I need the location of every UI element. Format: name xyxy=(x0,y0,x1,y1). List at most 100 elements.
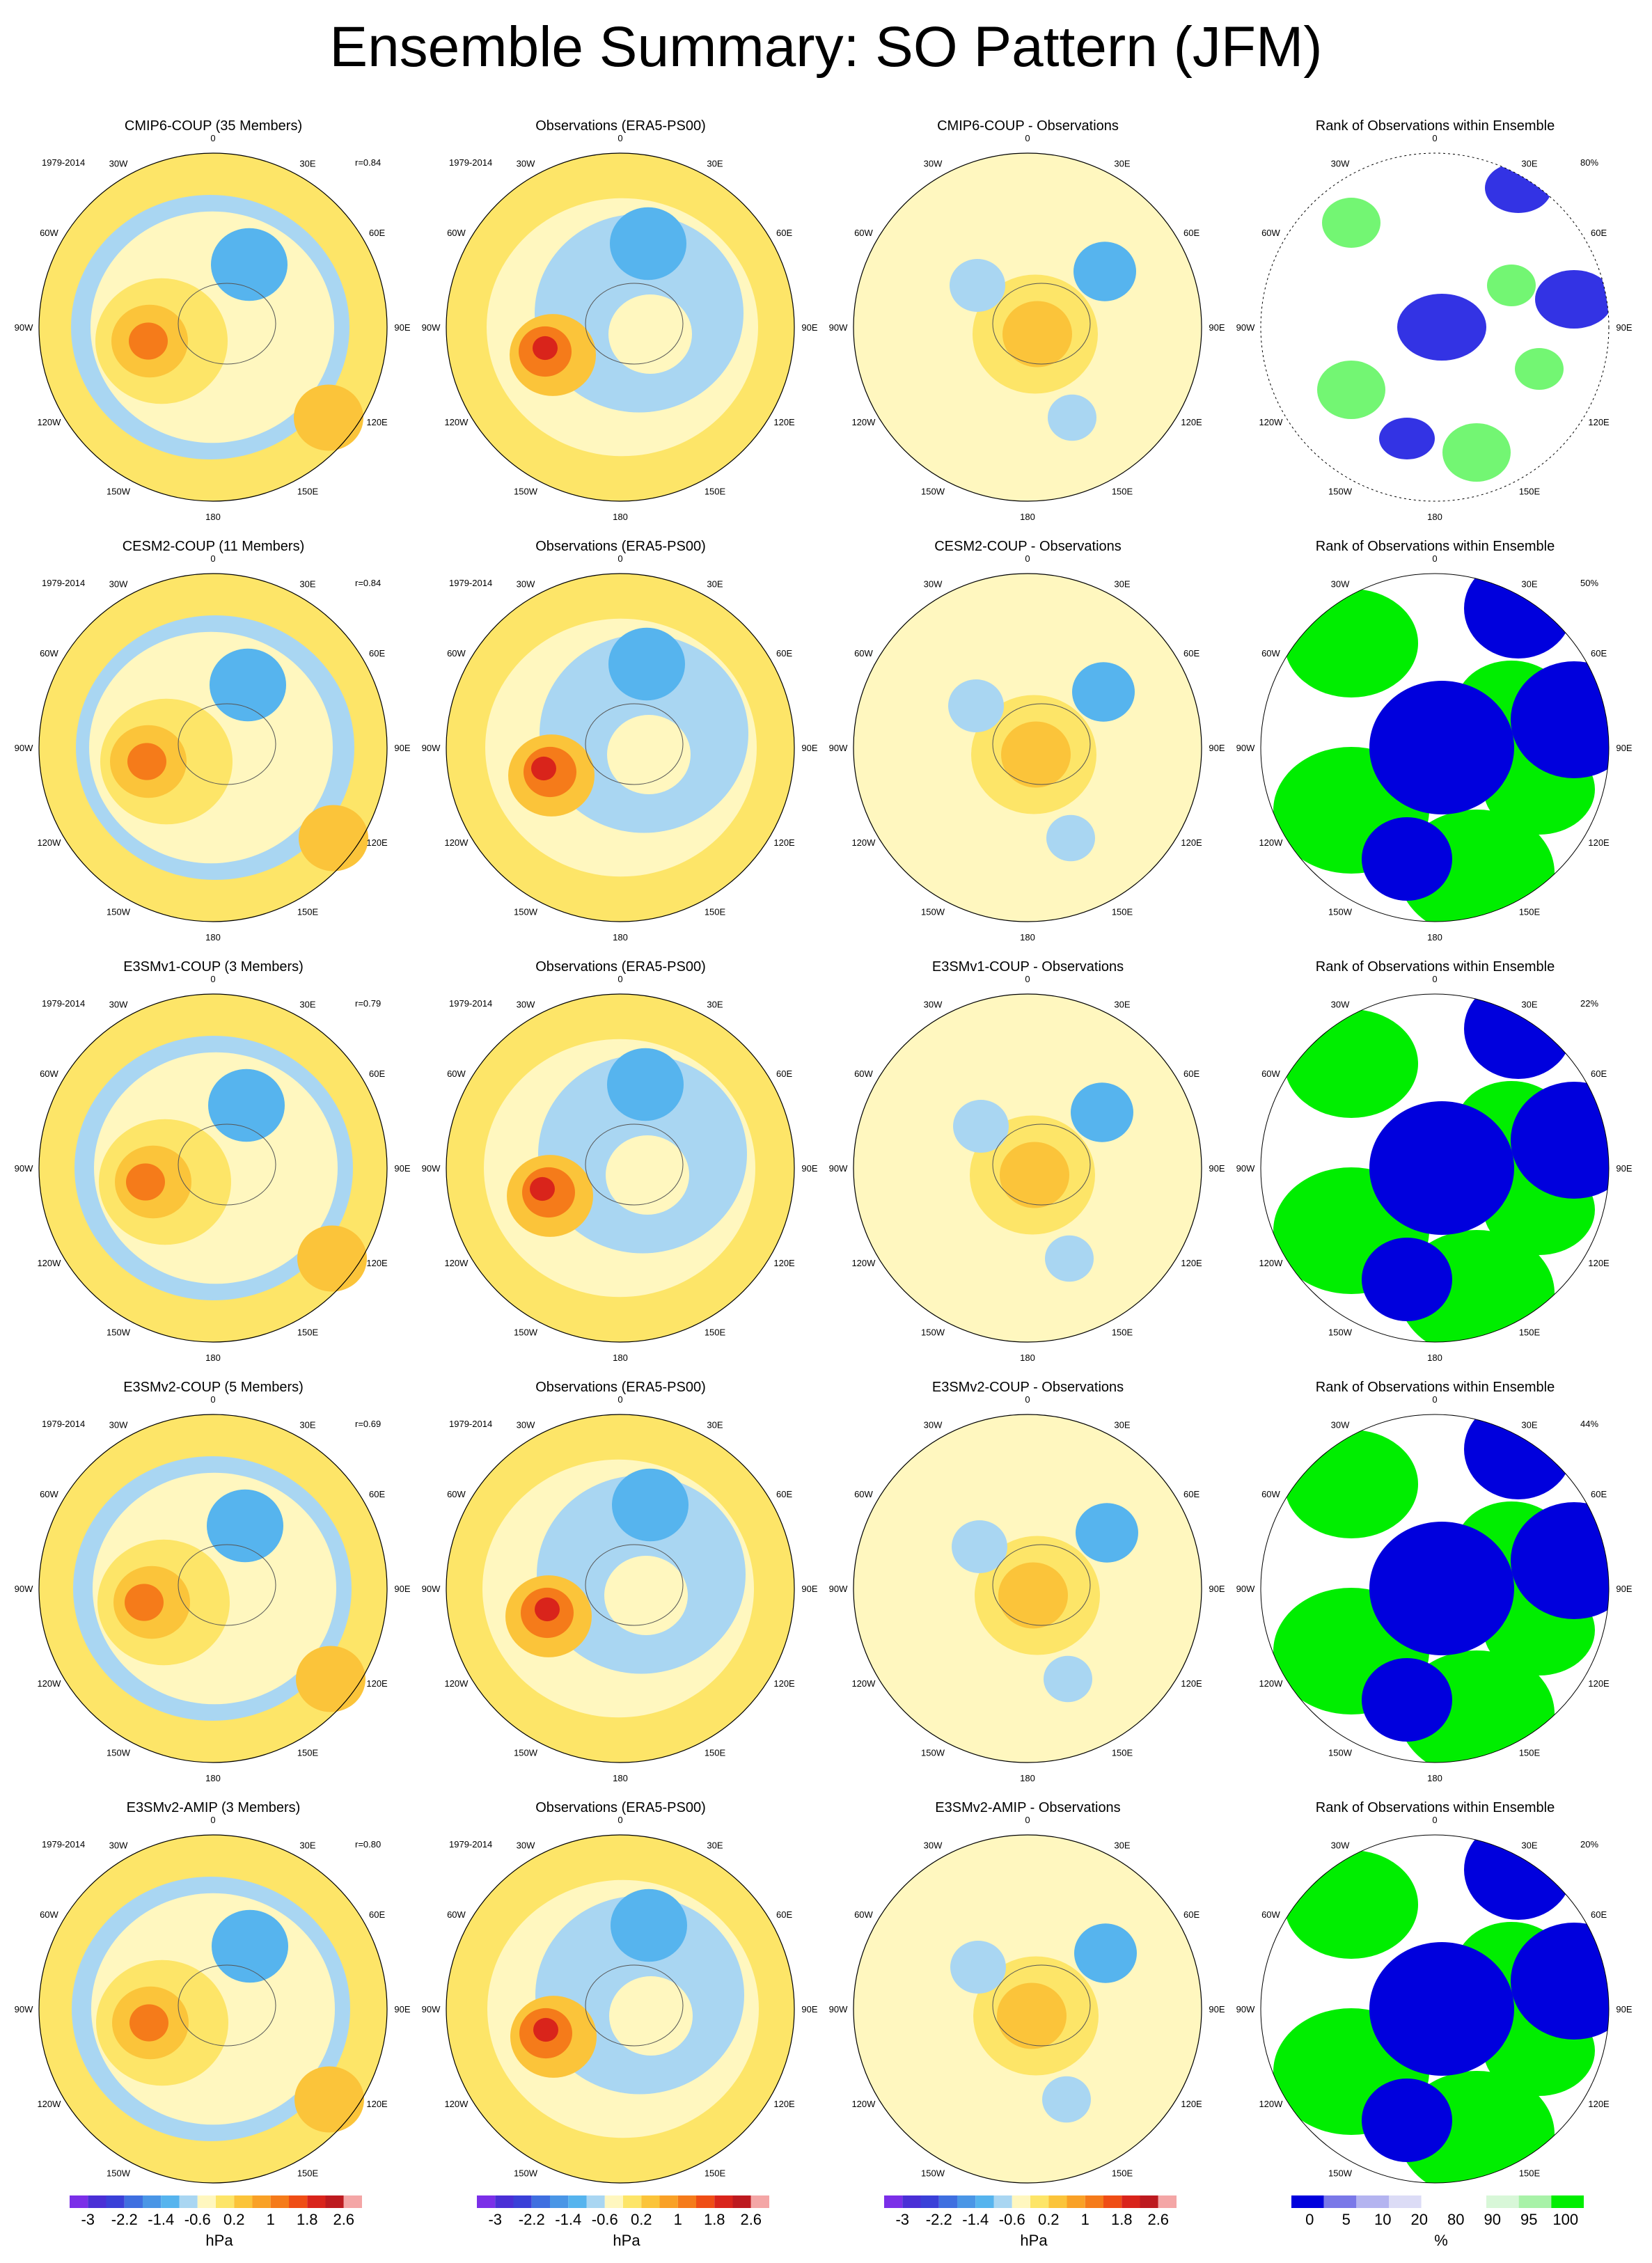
longitude-label: 60W xyxy=(40,1069,58,1079)
panel-model: E3SMv2-AMIP (3 Members) 0 30E 60E 90E 120E 150… xyxy=(7,1682,420,2204)
map-svg: 0 30E 60E 90E 120E 150E 180 150W 120W 90W 60W 30W xyxy=(829,133,1225,522)
longitude-label: 60E xyxy=(1591,228,1607,238)
longitude-label: 120W xyxy=(444,1678,469,1689)
antarctica-coastline xyxy=(992,1123,1091,1206)
longitude-label: 150E xyxy=(1112,1748,1133,1758)
contour-region xyxy=(1074,1923,1137,1983)
colorbar-swatch xyxy=(696,2195,715,2208)
longitude-label: 0 xyxy=(1025,974,1030,984)
contour-region xyxy=(998,1562,1068,1629)
map-border xyxy=(446,152,795,502)
panel-title: Rank of Observations within Ensemble xyxy=(1315,1800,1555,1815)
colorbar-swatch xyxy=(1356,2195,1389,2208)
longitude-label: 150E xyxy=(1112,487,1133,497)
contour-region xyxy=(125,1584,164,1621)
longitude-label: 0 xyxy=(1025,1815,1030,1825)
rank-region-low xyxy=(1511,1082,1609,1199)
longitude-label: 30E xyxy=(1521,999,1537,1009)
longitude-label: 0 xyxy=(617,974,622,984)
longitude-label: 60E xyxy=(1591,1489,1607,1499)
longitude-label: 150W xyxy=(1328,907,1353,917)
longitude-label: 120W xyxy=(851,837,876,848)
longitude-label: 180 xyxy=(205,512,221,522)
longitude-label: 90E xyxy=(1209,1584,1225,1594)
longitude-label: 60W xyxy=(447,228,466,238)
colorbar-tick-label: -2.2 xyxy=(926,2211,952,2228)
longitude-label: 60W xyxy=(447,1069,466,1079)
longitude-label: 90E xyxy=(1616,1584,1632,1594)
antarctica-coastline xyxy=(992,1544,1091,1626)
colorbar-swatch xyxy=(1122,2195,1140,2208)
panel-title: Observations (ERA5-PS00) xyxy=(535,959,706,975)
longitude-label: 120E xyxy=(1181,1678,1202,1689)
longitude-label: 90E xyxy=(394,1163,410,1174)
longitude-label: 60E xyxy=(1183,1069,1199,1079)
panel-title: Rank of Observations within Ensemble xyxy=(1315,959,1555,975)
longitude-label: 150E xyxy=(705,2168,726,2179)
longitude-label: 180 xyxy=(1427,512,1442,522)
colorbar-tick-label: 0 xyxy=(1305,2211,1314,2228)
longitude-label: 30E xyxy=(299,158,315,168)
longitude-label: 30W xyxy=(1331,1840,1350,1850)
longitude-label: 90W xyxy=(422,2004,441,2014)
period-label: 1979-2014 xyxy=(449,157,492,168)
longitude-label: 180 xyxy=(205,932,221,943)
contour-region xyxy=(210,648,286,722)
colorbar-swatch xyxy=(993,2195,1012,2208)
panel-title: Rank of Observations within Ensemble xyxy=(1315,539,1555,554)
longitude-label: 120W xyxy=(851,2099,876,2109)
map-svg: 030E60E90E120E150E180150W120W90W60W30W20… xyxy=(1236,1815,1633,2204)
contour-region xyxy=(127,743,166,780)
longitude-label: 90E xyxy=(1209,322,1225,333)
longitude-label: 120E xyxy=(366,417,388,427)
longitude-label: 120W xyxy=(444,417,469,427)
colorbar-tick-label: 1 xyxy=(674,2211,682,2228)
rank-region-low xyxy=(1397,294,1486,361)
longitude-label: 150W xyxy=(1328,487,1353,497)
contour-region xyxy=(1002,301,1072,368)
longitude-label: 30W xyxy=(517,578,535,589)
longitude-label: 120E xyxy=(773,2099,795,2109)
panel-obs: Observations (ERA5-PS00) 0 30E 60E 90E 120E 15… xyxy=(414,841,827,1363)
longitude-label: 120E xyxy=(366,837,388,848)
longitude-label: 150E xyxy=(705,487,726,497)
map-border xyxy=(38,573,388,922)
map-border xyxy=(853,993,1202,1343)
longitude-label: 60E xyxy=(1183,228,1199,238)
longitude-label: 60E xyxy=(776,228,792,238)
colorbar-unit-label: hPa xyxy=(205,2232,233,2249)
map-border xyxy=(446,1834,795,2184)
colorbar-swatch xyxy=(161,2195,180,2208)
panel-title: Observations (ERA5-PS00) xyxy=(535,1380,706,1395)
rank-region-low xyxy=(1511,661,1609,778)
longitude-label: 120E xyxy=(773,837,795,848)
longitude-label: 120E xyxy=(773,1258,795,1268)
longitude-label: 0 xyxy=(1432,1815,1437,1825)
longitude-label: 150E xyxy=(705,907,726,917)
colorbar-swatch xyxy=(957,2195,976,2208)
panel-diff: E3SMv2-AMIP - Observations 0 30E 60E 90E 120E… xyxy=(821,1682,1234,2204)
rank-region-low xyxy=(1464,994,1573,1079)
colorbar-swatch xyxy=(234,2195,253,2208)
longitude-label: 30W xyxy=(1331,1419,1350,1430)
longitude-label: 60E xyxy=(776,648,792,659)
longitude-label: 30W xyxy=(1331,578,1350,589)
colorbar-swatch xyxy=(343,2195,362,2208)
contour-region xyxy=(207,1489,283,1563)
longitude-label: 120E xyxy=(1181,2099,1202,2109)
longitude-label: 60E xyxy=(369,228,385,238)
contour-region xyxy=(208,1069,285,1142)
map-svg: 0 30E 60E 90E 120E 150E 180 150W 120W 90W 60W 30W xyxy=(829,553,1225,943)
colorbar-swatch xyxy=(1551,2195,1584,2208)
period-label: 1979-2014 xyxy=(42,157,85,168)
map-border xyxy=(38,993,388,1343)
antarctica-coastline xyxy=(178,703,276,785)
longitude-label: 30E xyxy=(1114,578,1130,589)
longitude-label: 60W xyxy=(1261,1489,1280,1499)
rank-region-high xyxy=(1515,348,1564,390)
contour-region xyxy=(606,1135,689,1215)
hpa-colorbar-1: -3 -2.2 -1.4 -0.6 0.2 1 1.8 2.6 hPa xyxy=(59,2195,379,2258)
longitude-label: 120E xyxy=(773,417,795,427)
panel-title: Observations (ERA5-PS00) xyxy=(535,539,706,554)
